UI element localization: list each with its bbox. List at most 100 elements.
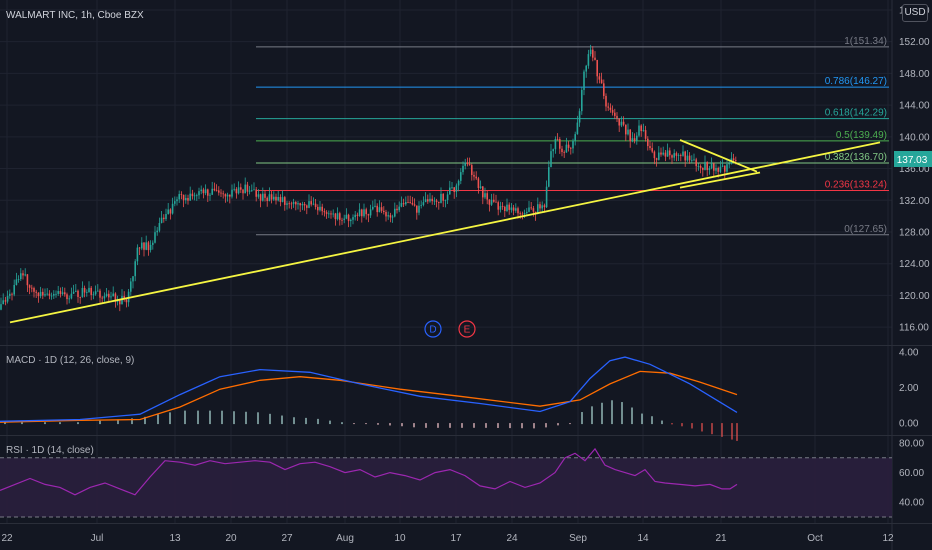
candle-body xyxy=(609,107,612,110)
last-price-label: 137.03 xyxy=(897,155,928,166)
candle-body xyxy=(103,296,106,299)
fib-level-label: 0.5(139.49) xyxy=(836,130,887,141)
macd-pane xyxy=(0,356,738,441)
candle-body xyxy=(248,190,251,192)
candle-body xyxy=(605,95,607,107)
candle-body xyxy=(486,193,488,200)
candle-body xyxy=(64,292,66,295)
candle-body xyxy=(552,149,554,152)
candle-body xyxy=(369,209,372,216)
currency-button[interactable]: USD xyxy=(902,4,928,22)
trendline-wedge-lower[interactable] xyxy=(679,171,761,189)
price-tick-label: 116.00 xyxy=(899,323,929,334)
candle-body xyxy=(196,195,198,197)
price-tick-label: 136.00 xyxy=(899,164,930,175)
candle-body xyxy=(653,151,656,159)
candle-body xyxy=(90,287,92,295)
candle-body xyxy=(299,203,301,206)
time-axis[interactable]: 22 Jul 13 20 27 Aug 10 17 24 Sep 14 21 Oct 12 xyxy=(1,533,894,544)
candle-body xyxy=(596,59,598,77)
candle-body xyxy=(336,213,339,220)
candle-body xyxy=(640,125,642,132)
candle-body xyxy=(119,299,121,305)
candle-body xyxy=(629,129,631,142)
candle-body xyxy=(130,281,132,292)
rsi-line xyxy=(0,447,738,496)
candle-body xyxy=(20,273,22,280)
candle-body xyxy=(682,151,684,156)
candle-body xyxy=(292,202,295,204)
candle-body xyxy=(198,191,200,196)
candle-body xyxy=(77,290,79,298)
candle-body xyxy=(244,184,246,194)
candle-body xyxy=(484,193,486,198)
trendlines[interactable] xyxy=(9,139,881,324)
candle-body xyxy=(625,124,627,135)
candle-body xyxy=(83,287,86,293)
time-tick-label: 14 xyxy=(637,533,649,544)
candle-body xyxy=(611,109,614,113)
fib-level-label: 0.618(142.29) xyxy=(825,108,887,119)
candle-body xyxy=(141,242,143,249)
candle-body xyxy=(572,140,574,149)
candle-body xyxy=(279,197,282,202)
candle-body xyxy=(642,130,645,132)
candle-body xyxy=(251,190,253,191)
candle-body xyxy=(578,111,581,123)
candle-body xyxy=(222,193,224,195)
candle-body xyxy=(53,293,55,296)
candle-body xyxy=(176,199,178,202)
candle-body xyxy=(394,208,396,217)
candle-body xyxy=(398,206,400,211)
candle-body xyxy=(717,167,719,172)
candle-body xyxy=(380,207,383,211)
rsi-tick-label: 80.00 xyxy=(899,438,924,449)
candle-body xyxy=(530,207,532,209)
candle-body xyxy=(603,83,605,96)
candle-body xyxy=(515,208,517,211)
candle-body xyxy=(719,166,722,172)
candle-body xyxy=(211,188,213,195)
trendline-wedge-upper[interactable] xyxy=(679,139,758,173)
price-tick-label: 128.00 xyxy=(899,227,930,238)
candle-body xyxy=(673,153,675,158)
candle-body xyxy=(81,287,84,298)
candle-body xyxy=(262,193,264,201)
candle-body xyxy=(704,162,706,170)
candle-body xyxy=(297,203,299,205)
candle-body xyxy=(427,199,429,202)
event-marker-circle[interactable] xyxy=(424,320,442,338)
candle-body xyxy=(697,166,700,167)
candle-body xyxy=(345,214,348,219)
candle-body xyxy=(594,57,596,60)
candle-body xyxy=(224,194,227,197)
candle-body xyxy=(185,198,187,201)
candle-body xyxy=(627,129,629,135)
candle-body xyxy=(658,152,660,160)
candle-body xyxy=(341,219,343,221)
trendline-support[interactable] xyxy=(9,141,881,324)
candle-body xyxy=(387,215,389,217)
candle-body xyxy=(237,187,240,194)
candle-body xyxy=(724,165,726,172)
time-tick-label: 13 xyxy=(169,533,181,544)
candle-body xyxy=(422,202,425,205)
fib-level-label: 0.786(146.27) xyxy=(825,76,887,87)
candle-body xyxy=(598,76,601,80)
candle-body xyxy=(508,204,510,210)
candle-body xyxy=(506,204,508,212)
time-tick-label: 24 xyxy=(506,533,518,544)
candle-body xyxy=(567,144,570,148)
candle-body xyxy=(501,206,504,207)
candle-body xyxy=(277,197,279,201)
candle-body xyxy=(149,244,152,251)
time-tick-label: 12 xyxy=(882,533,894,544)
candle-body xyxy=(468,164,471,166)
candle-body xyxy=(101,297,103,299)
candle-body xyxy=(413,204,416,206)
candle-body xyxy=(438,201,440,203)
event-marker-circle[interactable] xyxy=(458,320,476,338)
candle-body xyxy=(160,217,163,224)
